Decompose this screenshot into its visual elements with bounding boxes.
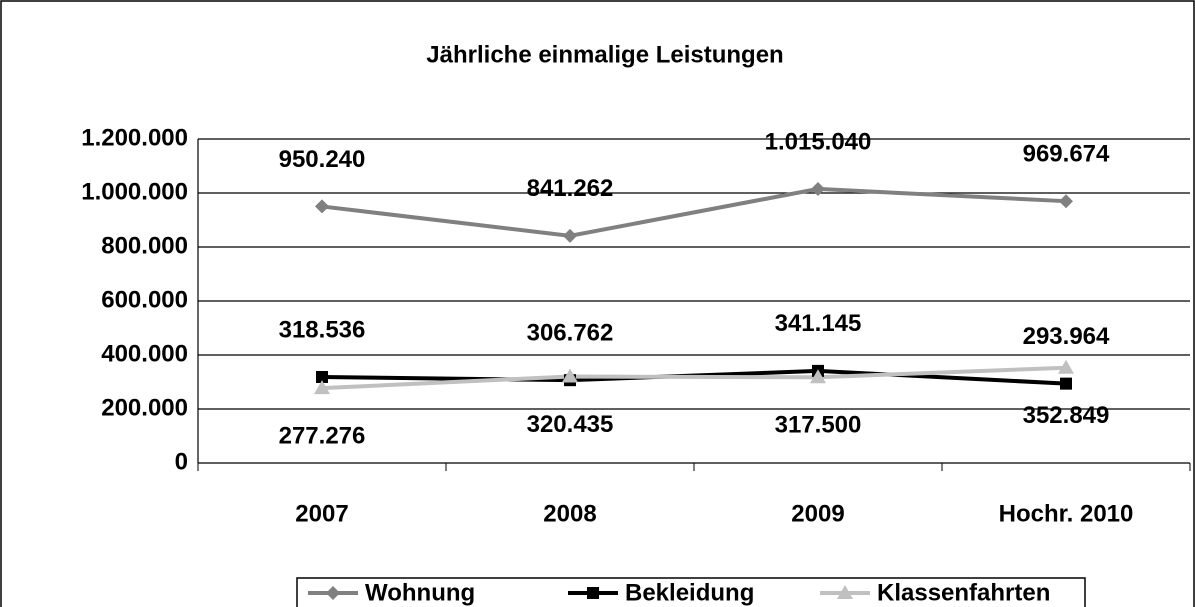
x-tick-label: 2007	[295, 500, 348, 527]
data-point	[316, 370, 328, 383]
data-label: 306.762	[527, 320, 614, 347]
data-point	[314, 380, 330, 395]
data-label: 841.262	[527, 175, 614, 202]
legend-label: Bekleidung	[625, 579, 754, 606]
data-label: 352.849	[1023, 402, 1110, 429]
legend-marker	[587, 587, 599, 599]
data-label: 293.964	[1023, 323, 1110, 350]
y-tick-label: 400.000	[101, 340, 188, 367]
x-tick-label: 2009	[791, 500, 844, 527]
data-point	[1060, 377, 1072, 390]
legend-label: Wohnung	[365, 579, 475, 606]
data-point	[1059, 194, 1073, 209]
data-label: 320.435	[527, 411, 614, 438]
data-point	[563, 228, 577, 243]
y-tick-label: 600.000	[101, 286, 188, 313]
data-label: 317.500	[775, 412, 862, 439]
data-label: 341.145	[775, 310, 862, 337]
series-line	[321, 365, 1067, 391]
data-label: 969.674	[1023, 141, 1110, 168]
data-point	[315, 199, 329, 214]
data-label: 318.536	[279, 316, 366, 343]
data-label: 1.015.040	[765, 128, 872, 155]
legend-label: Klassenfahrten	[877, 579, 1050, 606]
legend-marker	[326, 586, 340, 600]
data-label: 277.276	[279, 422, 366, 449]
chart-title: Jährliche einmalige Leistungen	[426, 41, 783, 68]
data-point	[810, 369, 826, 384]
x-tick-label: Hochr. 2010	[999, 500, 1134, 527]
y-tick-label: 0	[175, 448, 188, 475]
y-tick-label: 800.000	[101, 232, 188, 259]
y-tick-label: 1.200.000	[81, 124, 188, 151]
data-point	[811, 181, 825, 196]
y-tick-label: 1.000.000	[81, 178, 188, 205]
data-point	[562, 368, 578, 383]
y-tick-label: 200.000	[101, 394, 188, 421]
data-label: 950.240	[279, 146, 366, 173]
x-tick-label: 2008	[543, 500, 596, 527]
data-point	[1058, 359, 1074, 374]
legend-marker	[837, 585, 853, 599]
legend-box	[296, 577, 1086, 607]
series-line	[321, 186, 1067, 238]
